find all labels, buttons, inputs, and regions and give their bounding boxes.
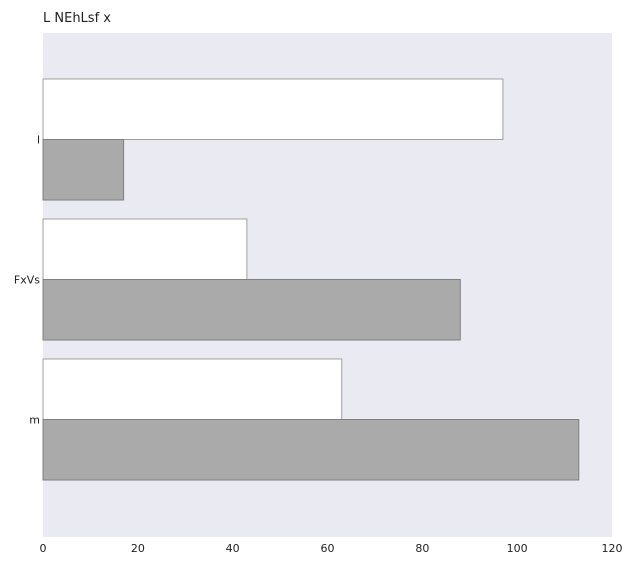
x-tick-label: 80 — [415, 542, 429, 555]
x-tick-label: 20 — [131, 542, 145, 555]
bars-group — [42, 78, 580, 481]
bar — [42, 358, 343, 420]
x-tick-label: 60 — [321, 542, 335, 555]
bar — [42, 419, 580, 481]
chart-title: L NEhLsf x — [43, 11, 111, 26]
x-tick-label: 120 — [602, 542, 623, 555]
bar — [42, 218, 248, 280]
y-tick-label: m — [29, 414, 40, 427]
y-tick-label: l — [37, 134, 40, 147]
bar — [42, 139, 125, 201]
x-axis-ticks: 0 20 40 60 80 100 120 — [40, 542, 623, 555]
bar — [42, 279, 461, 341]
x-tick-label: 40 — [226, 542, 240, 555]
bar — [42, 78, 504, 140]
x-tick-label: 100 — [507, 542, 528, 555]
x-tick-label: 0 — [40, 542, 47, 555]
y-axis-ticks: l FxVs m — [14, 134, 40, 427]
y-tick-label: FxVs — [14, 274, 40, 287]
